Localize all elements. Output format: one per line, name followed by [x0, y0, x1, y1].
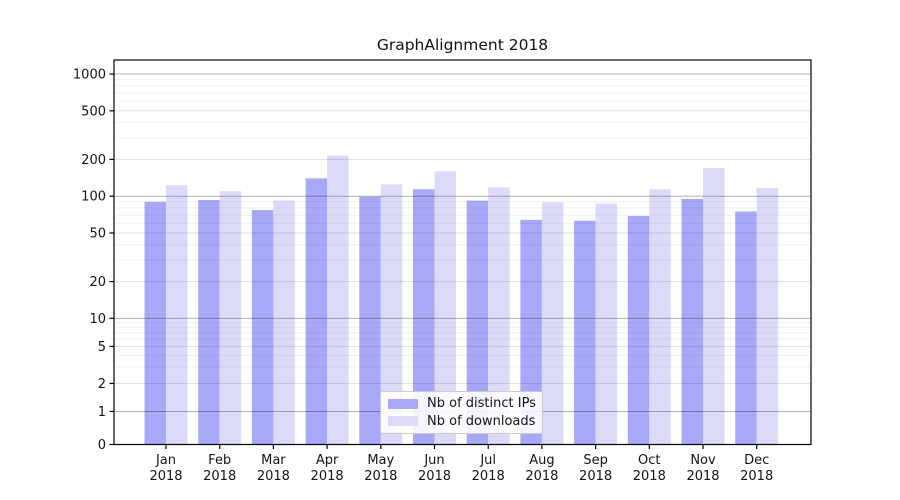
- bar-ips-jun: [413, 189, 435, 445]
- x-tick-label-month: Dec: [744, 453, 769, 468]
- x-tick-label-year: 2018: [579, 469, 612, 484]
- bar-downloads-jul: [488, 187, 510, 445]
- x-tick-label-year: 2018: [149, 469, 182, 484]
- x-tick-label-month: Jun: [423, 453, 444, 468]
- legend-label-distinct-ips: Nb of distinct IPs: [427, 396, 536, 412]
- x-tick-label-month: May: [367, 453, 394, 468]
- y-tick-label: 20: [89, 275, 106, 290]
- bar-ips-apr: [305, 178, 328, 445]
- y-tick-label: 2: [98, 377, 106, 392]
- bar-downloads-sep: [595, 203, 618, 445]
- x-tick-label-year: 2018: [686, 469, 719, 484]
- bar-downloads-oct: [649, 189, 671, 445]
- x-tick-label-year: 2018: [311, 469, 344, 484]
- bar-ips-jan: [144, 201, 166, 445]
- x-tick-label-year: 2018: [203, 469, 236, 484]
- bar-downloads-feb: [219, 191, 242, 445]
- x-tick-label-year: 2018: [525, 469, 558, 484]
- legend-swatch-downloads: [388, 416, 418, 427]
- x-tick-label-month: Aug: [529, 453, 554, 468]
- y-tick-label: 1: [98, 405, 106, 420]
- y-tick-label: 50: [89, 226, 106, 241]
- bar-ips-feb: [198, 200, 220, 445]
- x-tick-label-year: 2018: [257, 469, 290, 484]
- x-tick-label-year: 2018: [418, 469, 451, 484]
- bar-ips-nov: [681, 198, 703, 445]
- bar-downloads-aug: [541, 202, 564, 445]
- bar-downloads-jan: [166, 185, 188, 445]
- bar-downloads-may: [380, 184, 403, 445]
- bar-ips-dec: [735, 211, 757, 445]
- x-tick-label-month: Mar: [261, 453, 286, 468]
- x-tick-label-year: 2018: [633, 469, 666, 484]
- bar-ips-sep: [574, 220, 596, 445]
- chart-title: GraphAlignment 2018: [376, 36, 549, 54]
- legend-item-distinct-ips: Nb of distinct IPs: [388, 396, 536, 411]
- bar-ips-oct: [627, 215, 650, 445]
- y-tick-label: 10: [89, 312, 106, 327]
- x-tick-label-year: 2018: [472, 469, 505, 484]
- bar-downloads-apr: [327, 155, 349, 445]
- y-tick-label: 1000: [73, 68, 106, 83]
- bar-ips-aug: [520, 219, 542, 445]
- legend-swatch-distinct-ips: [388, 398, 418, 409]
- x-tick-label-month: Feb: [208, 453, 231, 468]
- bar-downloads-nov: [703, 168, 725, 445]
- x-tick-label-month: Apr: [316, 453, 339, 468]
- y-tick-label: 5: [98, 340, 106, 355]
- y-tick-label: 0: [98, 438, 106, 453]
- y-tick-label: 100: [81, 190, 106, 205]
- y-tick-label: 500: [81, 104, 106, 119]
- bar-downloads-dec: [756, 187, 779, 445]
- bar-ips-may: [359, 196, 381, 445]
- x-tick-label-month: Jan: [155, 453, 176, 468]
- legend-label-downloads: Nb of downloads: [427, 413, 536, 429]
- bar-downloads-jun: [434, 171, 456, 445]
- x-tick-label-month: Sep: [583, 453, 608, 468]
- axes-spines: [113, 59, 812, 446]
- x-tick-label-month: Jul: [479, 453, 496, 468]
- y-tick-label: 200: [81, 153, 106, 168]
- bar-ips-mar: [251, 210, 274, 445]
- bar-ips-jul: [466, 200, 489, 445]
- x-tick-label-month: Nov: [690, 453, 716, 468]
- legend: Nb of distinct IPs Nb of downloads: [380, 391, 543, 434]
- x-tick-label-year: 2018: [740, 469, 773, 484]
- x-tick-label-year: 2018: [364, 469, 397, 484]
- x-tick-label-month: Oct: [638, 453, 660, 468]
- bar-downloads-mar: [273, 200, 295, 445]
- legend-item-downloads: Nb of downloads: [388, 414, 536, 429]
